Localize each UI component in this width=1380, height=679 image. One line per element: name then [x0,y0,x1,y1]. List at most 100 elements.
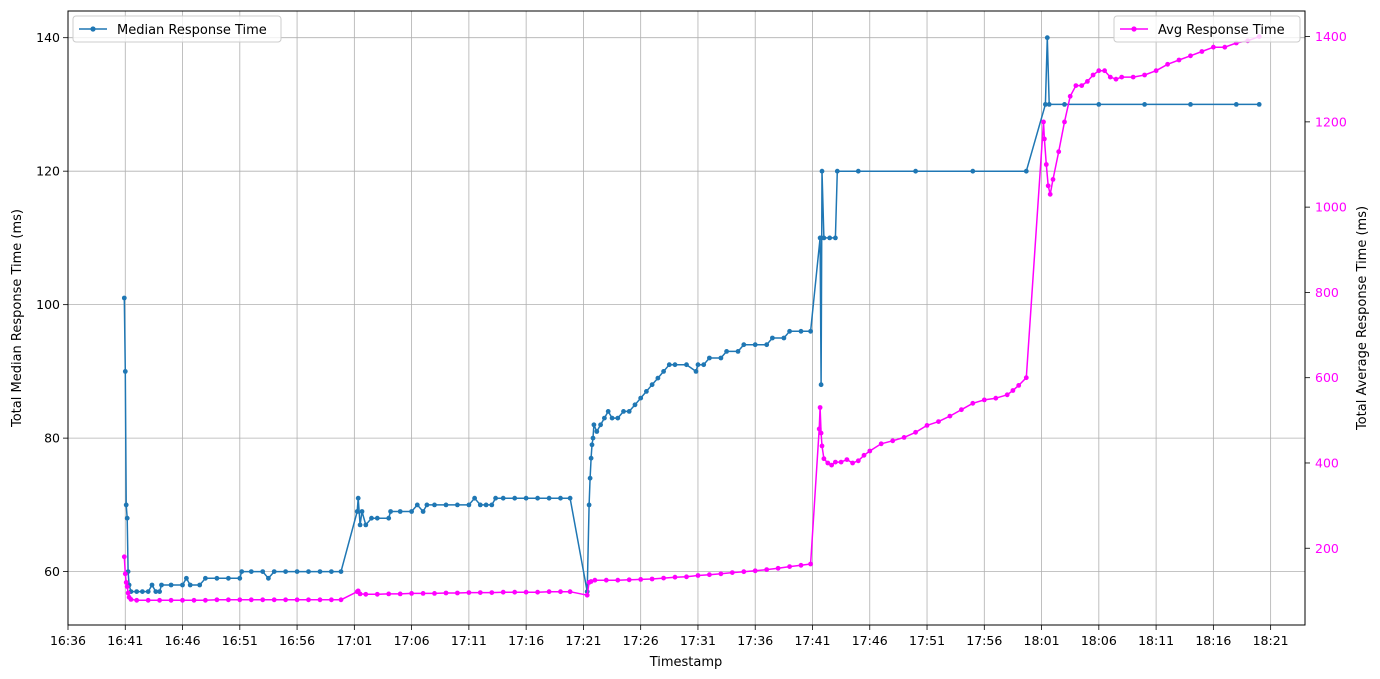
data-point [1079,83,1085,88]
data-point [821,235,827,241]
data-point [1043,162,1049,167]
data-point [145,589,151,594]
data-point [649,382,655,388]
data-point [615,577,621,583]
data-point [947,413,953,419]
data-point [159,582,164,588]
data-point [455,590,460,596]
data-point [420,591,426,596]
data-point [1023,168,1029,174]
data-point [844,457,850,462]
data-point [477,502,483,508]
data-point [1165,61,1170,67]
data-point [271,569,277,574]
data-point [357,591,363,597]
data-point [592,577,598,583]
data-point [466,502,472,508]
data-point [752,568,758,574]
data-point [752,342,758,348]
x-tick-label: 17:16 [508,633,544,648]
data-point [695,573,701,578]
data-point [260,597,266,603]
data-point [1188,53,1193,59]
data-point [829,462,834,468]
data-point [1016,383,1022,388]
data-point [764,567,770,572]
data-point [512,589,518,595]
y-left-tick-label: 100 [36,297,60,312]
data-point [693,369,699,374]
data-point [602,415,607,421]
data-point [472,495,477,501]
data-point [455,502,460,508]
data-point [329,569,334,574]
data-point [354,509,360,514]
data-point [123,502,129,508]
data-point [1233,102,1239,107]
data-point [134,597,140,603]
data-point [374,591,380,597]
data-point [483,502,489,508]
data-point [970,400,976,406]
data-point [237,575,243,581]
data-point [867,448,873,454]
data-point [1073,83,1079,88]
data-point [1130,74,1136,80]
data-point [546,589,552,595]
data-point [605,409,611,414]
data-point [386,591,392,597]
data-point [598,422,603,428]
data-point [197,582,203,588]
data-point [477,590,483,595]
x-tick-label: 16:51 [222,633,258,648]
data-point [798,562,804,568]
data-point [432,502,437,508]
data-point [1062,119,1067,125]
data-point [1188,102,1193,107]
data-point [817,235,823,241]
data-point [558,495,563,501]
data-point [567,589,573,595]
x-tick-label: 16:36 [50,633,86,648]
data-point [1102,68,1107,74]
data-point [672,574,678,580]
data-point [306,597,311,603]
data-point [283,569,288,574]
data-point [724,349,729,354]
data-point [523,495,529,501]
x-axis: 16:36 16:41 16:46 16:51 16:56 17:01 17:06 17:11… [50,625,1289,648]
data-point [489,590,495,595]
series-avg-response-time [121,34,1262,603]
data-point [500,495,506,501]
y-axis-left-title: Total Median Response Time (ms) [10,209,25,428]
data-point [638,577,644,582]
x-tick-label: 17:01 [336,633,372,648]
data-point [819,443,825,449]
data-point [157,589,163,594]
data-point [901,435,907,440]
data-point [825,460,831,466]
data-point [140,589,145,594]
data-point [1096,102,1102,107]
data-point [214,597,220,603]
data-point [369,515,374,521]
data-point [615,415,621,421]
data-point [443,590,449,596]
x-tick-label: 17:56 [966,633,1002,648]
data-point [701,362,707,368]
data-point [1113,76,1119,82]
plot-frame [67,10,1306,626]
x-tick-label: 17:36 [737,633,773,648]
data-point [718,355,724,361]
x-tick-label: 18:01 [1024,633,1060,648]
data-point [1046,102,1052,107]
data-point [798,328,804,334]
data-point [741,342,747,348]
data-point [357,522,363,528]
data-point [741,569,747,575]
data-point [294,569,300,574]
data-point [157,597,163,603]
data-point [855,458,861,464]
data-point [850,460,855,466]
data-point [397,591,403,597]
